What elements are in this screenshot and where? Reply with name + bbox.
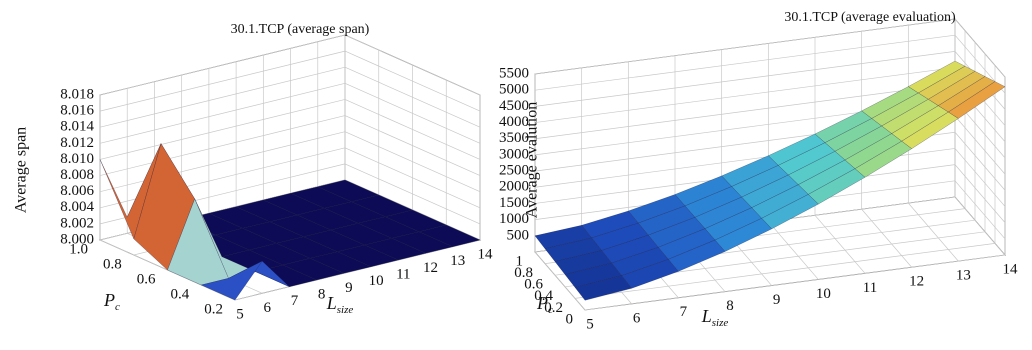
grid-line xyxy=(954,164,1006,223)
z-tick-label: 8.014 xyxy=(60,119,94,135)
y-tick-label: 6 xyxy=(263,300,271,316)
z-tick-label: 8.002 xyxy=(60,215,94,231)
z-tick-label: 3500 xyxy=(499,130,529,146)
x-axis-label-main: P xyxy=(536,293,548,313)
z-tick-label: 8.006 xyxy=(60,183,94,199)
z-tick-label: 8.018 xyxy=(60,86,94,102)
y-axis-label-sub: size xyxy=(712,317,729,329)
chart-title: 30.1.TCP (average span) xyxy=(231,22,370,37)
y-axis-label-main: L xyxy=(701,306,712,326)
x-tick-label: 0 xyxy=(566,311,574,327)
grid-line xyxy=(534,18,956,75)
z-axis-label: Average evalution xyxy=(524,102,541,219)
y-tick-label: 12 xyxy=(909,274,924,290)
grid-line xyxy=(954,18,1006,78)
y-tick-label: 11 xyxy=(396,266,410,282)
y-tick-label: 7 xyxy=(291,293,299,309)
x-tick-label: 0.2 xyxy=(204,301,223,317)
grid-line xyxy=(534,34,956,91)
y-tick-label: 11 xyxy=(863,280,877,296)
x-axis-label-sub: c xyxy=(548,304,553,316)
z-tick-label: 2000 xyxy=(499,179,529,195)
grid-line xyxy=(99,115,346,176)
grid-line xyxy=(908,202,959,262)
y-axis-label-sub: size xyxy=(337,304,354,316)
chart-title: 30.1.TCP (average evaluation) xyxy=(784,10,956,25)
y-tick-label: 12 xyxy=(423,260,438,276)
grid-line xyxy=(534,67,956,123)
y-tick-label: 13 xyxy=(956,268,971,284)
grid-line xyxy=(99,82,346,144)
y-tick-label: 8 xyxy=(318,286,326,302)
x-tick-label: 0.8 xyxy=(514,265,533,281)
z-tick-label: 5000 xyxy=(499,82,529,98)
y-tick-label: 14 xyxy=(1003,261,1019,277)
grid-line xyxy=(861,208,912,268)
y-axis-label: Lsize xyxy=(326,293,354,315)
z-tick-label: 5500 xyxy=(499,65,529,81)
x-tick-label: 1.0 xyxy=(69,241,88,257)
grid-line xyxy=(954,132,1006,191)
grid-line xyxy=(954,115,1006,175)
x-tick-label: 0.6 xyxy=(524,277,543,293)
z-tick-label: 8.016 xyxy=(60,103,94,119)
z-tick-label: 500 xyxy=(507,227,530,243)
x-tick-label: 0.4 xyxy=(534,288,553,304)
y-tick-label: 5 xyxy=(236,306,244,322)
grid-line xyxy=(99,34,346,96)
surface-patch xyxy=(200,260,263,301)
grid-line xyxy=(534,83,956,140)
y-tick-label: 6 xyxy=(633,310,641,326)
y-tick-label: 13 xyxy=(450,253,465,269)
z-axis-label: Average span xyxy=(13,127,30,213)
y-tick-label: 14 xyxy=(478,246,494,262)
grid-line xyxy=(534,251,586,311)
x-axis-label-sub: c xyxy=(115,301,120,313)
z-tick-label: 1000 xyxy=(499,211,529,227)
y-tick-label: 10 xyxy=(369,273,384,289)
z-tick-label: 8.008 xyxy=(60,167,94,183)
grid-line xyxy=(584,254,1006,311)
grid-line xyxy=(954,180,1006,240)
z-tick-label: 8.004 xyxy=(60,199,94,215)
z-tick-label: 8.012 xyxy=(60,135,94,151)
grid-line xyxy=(574,243,996,299)
surface-patch xyxy=(574,275,633,301)
z-tick-label: 4000 xyxy=(499,114,529,130)
x-tick-label: 0.4 xyxy=(171,286,190,302)
grid-line xyxy=(99,99,346,160)
y-tick-label: 9 xyxy=(773,292,781,308)
x-axis-label: Pc xyxy=(536,293,553,315)
y-tick-label: 8 xyxy=(726,298,734,314)
grid-line xyxy=(954,148,1006,207)
x-tick-label: 1 xyxy=(516,253,524,269)
y-tick-label: 7 xyxy=(680,304,688,320)
y-tick-label: 5 xyxy=(586,316,594,332)
z-tick-label: 2500 xyxy=(499,163,529,179)
grid-line xyxy=(99,66,346,128)
x-tick-label: 0.6 xyxy=(137,271,156,287)
y-tick-label: 10 xyxy=(816,286,831,302)
x-axis-label-main: P xyxy=(103,290,115,310)
grid-line xyxy=(814,215,866,274)
y-axis-label: Lsize xyxy=(701,306,729,328)
z-tick-label: 8.010 xyxy=(60,151,94,167)
grid-line xyxy=(534,51,956,107)
grid-line xyxy=(954,196,1006,256)
x-axis-label: Pc xyxy=(103,290,120,312)
grid-line xyxy=(99,50,346,112)
grid-line xyxy=(768,221,819,280)
y-tick-label: 9 xyxy=(345,280,353,296)
z-tick-label: 3000 xyxy=(499,146,529,162)
y-axis-label-main: L xyxy=(326,293,337,313)
z-tick-label: 4500 xyxy=(499,98,529,114)
z-tick-label: 8.000 xyxy=(60,231,94,247)
x-tick-label: 0.8 xyxy=(103,256,122,272)
grid-line xyxy=(99,131,346,193)
x-tick-label: 0.2 xyxy=(544,300,563,316)
z-tick-label: 1500 xyxy=(499,195,529,211)
